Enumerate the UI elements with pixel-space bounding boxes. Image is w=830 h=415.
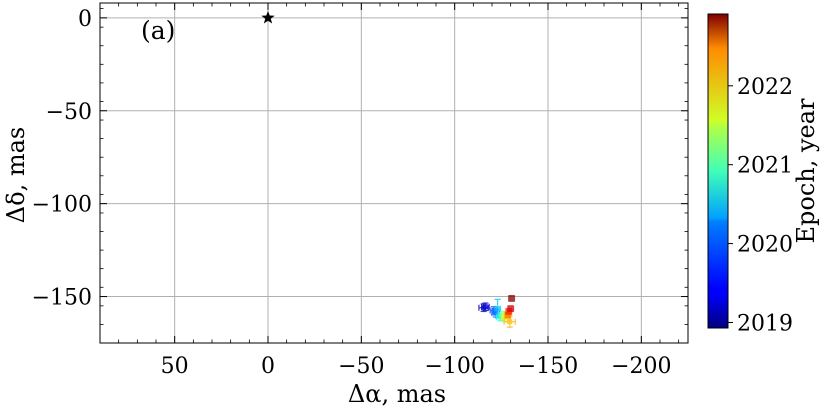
y-tick-label: −50: [46, 100, 92, 125]
x-axis-label: Δα, mas: [348, 380, 446, 408]
x-tick-label: −150: [518, 354, 578, 379]
grid: [100, 3, 688, 343]
colorbar-ticks: 2019 2020 2021 2022: [728, 75, 793, 336]
colorbar-tick-label: 2021: [737, 154, 793, 179]
reference-star-marker: [261, 10, 275, 24]
point-marker: [507, 319, 513, 325]
data-points: [261, 10, 516, 328]
colorbar-gradient: [707, 13, 729, 329]
data-point: [507, 305, 515, 313]
x-tick-label: −100: [424, 354, 484, 379]
colorbar-tick-label: 2020: [737, 233, 793, 258]
point-marker: [493, 310, 499, 316]
point-marker: [508, 306, 514, 312]
point-marker: [509, 295, 515, 301]
colorbar: 2019 2020 2021 2022 Epoch, year: [707, 13, 820, 336]
colorbar-label: Epoch, year: [792, 98, 820, 244]
x-tick-label: 0: [261, 354, 275, 379]
plot-frame: [99, 2, 689, 344]
panel-label: (a): [141, 16, 175, 45]
x-tick-label: −200: [611, 354, 671, 379]
y-tick-label: −150: [32, 286, 92, 311]
point-marker: [497, 314, 503, 320]
data-point: [508, 294, 516, 302]
point-marker: [495, 306, 501, 312]
y-tick-label: 0: [78, 7, 92, 32]
data-point: [481, 302, 490, 312]
y-axis-label: Δδ, mas: [2, 127, 30, 223]
data-point: [494, 298, 502, 319]
colorbar-tick-label: 2022: [737, 75, 793, 100]
point-marker: [500, 312, 506, 318]
x-tick-label: −50: [338, 354, 384, 379]
axis-ticks: 50 0 −50 −100 −150 −200 0 −50 −100 −150: [32, 3, 688, 379]
colorbar-tick-label: 2019: [737, 311, 793, 336]
x-tick-label: 50: [161, 354, 189, 379]
point-marker: [491, 307, 497, 313]
point-marker: [482, 304, 488, 310]
y-tick-label: −100: [32, 193, 92, 218]
point-marker: [505, 312, 511, 318]
